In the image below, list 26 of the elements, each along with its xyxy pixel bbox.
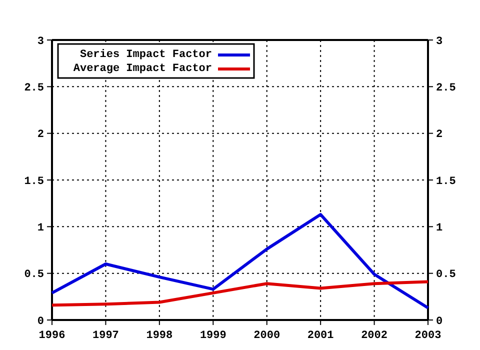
y2-tick-label: 1	[436, 222, 443, 235]
y2-tick-label: 3	[436, 36, 443, 48]
x-tick-label: 2002	[361, 330, 388, 342]
legend-label: Series Impact Factor	[80, 49, 212, 62]
y2-tick-label: 1.5	[436, 176, 456, 188]
y2-tick-label: 0	[436, 316, 443, 328]
line-series	[50, 280, 430, 307]
y-tick-label: 2.5	[24, 82, 44, 95]
y-tick-label: 2	[37, 129, 44, 142]
legend-label: Average Impact Factor	[73, 63, 212, 76]
x-tick-label: 1996	[38, 330, 66, 342]
y-tick-label: 3	[37, 36, 44, 48]
y2-tick-label: 0.5	[436, 269, 456, 282]
line-series	[50, 213, 430, 310]
x-tick-label: 2003	[414, 330, 442, 342]
y-tick-label: 0	[37, 316, 44, 328]
x-tick-label: 1998	[146, 330, 174, 342]
y-tick-label: 1.5	[24, 176, 44, 188]
x-tick-label: 1999	[200, 330, 226, 342]
y2-tick-label: 2.5	[436, 82, 456, 95]
x-tick-label: 1997	[92, 330, 119, 342]
y2-tick-label: 2	[436, 129, 443, 142]
y-tick-label: 1	[37, 222, 44, 235]
x-tick-label: 2001	[307, 330, 334, 342]
x-tick-label: 2000	[254, 330, 280, 342]
y-tick-label: 0.5	[24, 269, 44, 282]
